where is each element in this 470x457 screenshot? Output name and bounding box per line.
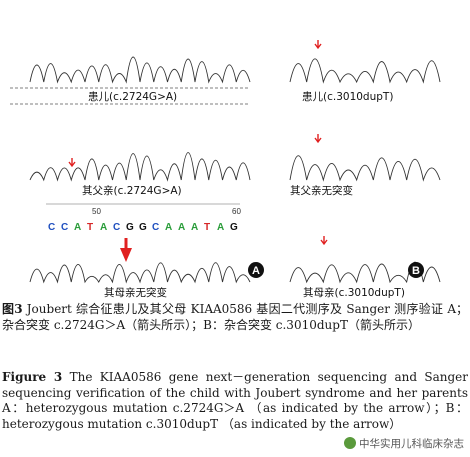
label-left-2: 其父亲(c.2724G>A) [82,184,182,197]
wechat-icon [344,437,356,449]
label-right-1: 患儿(c.3010dupT) [302,91,393,103]
mutation-arrow-0 [68,158,76,168]
trace-left-3 [29,262,251,284]
base-letter: A [178,222,185,233]
base-letter: G [139,222,147,233]
seq-position-60: 60 [232,207,241,216]
caption-cn-text: Joubert 综合征患儿及其父母 KIAA0586 基因二代测序及 Sange… [2,302,468,332]
base-letter: A [165,222,172,233]
trace-left-1 [29,56,251,84]
badge-a-circle [248,262,264,278]
mutation-arrow-2 [314,134,322,144]
base-letter: T [87,222,93,233]
trace-right-3 [289,261,441,284]
badge-a: A [252,265,260,277]
base-letter: A [100,222,107,233]
base-letter: G [230,222,238,233]
base-letter: A [191,222,198,233]
base-letter: C [61,222,68,233]
base-letter: A [217,222,224,233]
chromatogram-right-2: 其父亲无突变 [289,155,441,197]
base-letter: C [113,222,120,233]
mutation-arrow-3 [320,236,328,246]
base-letter: G [126,222,134,233]
trace-right-2 [289,155,441,182]
chromatogram-left-1: 患儿(c.2724G>A) [10,56,251,105]
caption-en-text: The KIAA0586 gene next－generation sequen… [2,370,468,431]
chromatogram-right-3: 其母亲(c.3010dupT) B [289,261,441,299]
trace-left-2 [29,152,251,182]
label-right-3: 其母亲(c.3010dupT) [303,286,405,299]
base-letter: T [204,222,210,233]
small-arrows [68,40,328,246]
trace-right-1 [289,58,441,84]
mutation-arrow-1 [314,40,322,50]
label-left-3: 其母亲无突变 [104,286,167,299]
seq-position-50: 50 [92,207,101,216]
base-letter: C [152,222,159,233]
journal-watermark: 中华实用儿科临床杂志 [342,436,466,451]
caption-english: Figure 3 The KIAA0586 gene next－generati… [2,370,468,432]
label-right-2: 其父亲无突变 [290,184,353,197]
caption-en-label: Figure 3 [2,370,63,384]
badge-b-circle [408,262,424,278]
caption-chinese: 图3 Joubert 综合征患儿及其父母 KIAA0586 基因二代测序及 Sa… [2,302,468,333]
base-letter: C [48,222,55,233]
chromatogram-right-1: 患儿(c.3010dupT) [289,58,441,103]
chromatogram-left-2: 其父亲(c.2724G>A) [29,152,251,197]
base-letter: A [74,222,81,233]
caption-cn-label: 图3 [2,302,23,316]
badge-b: B [412,265,420,277]
mutation-arrow-left-3 [120,248,132,262]
label-left-1: 患儿(c.2724G>A) [88,91,177,103]
